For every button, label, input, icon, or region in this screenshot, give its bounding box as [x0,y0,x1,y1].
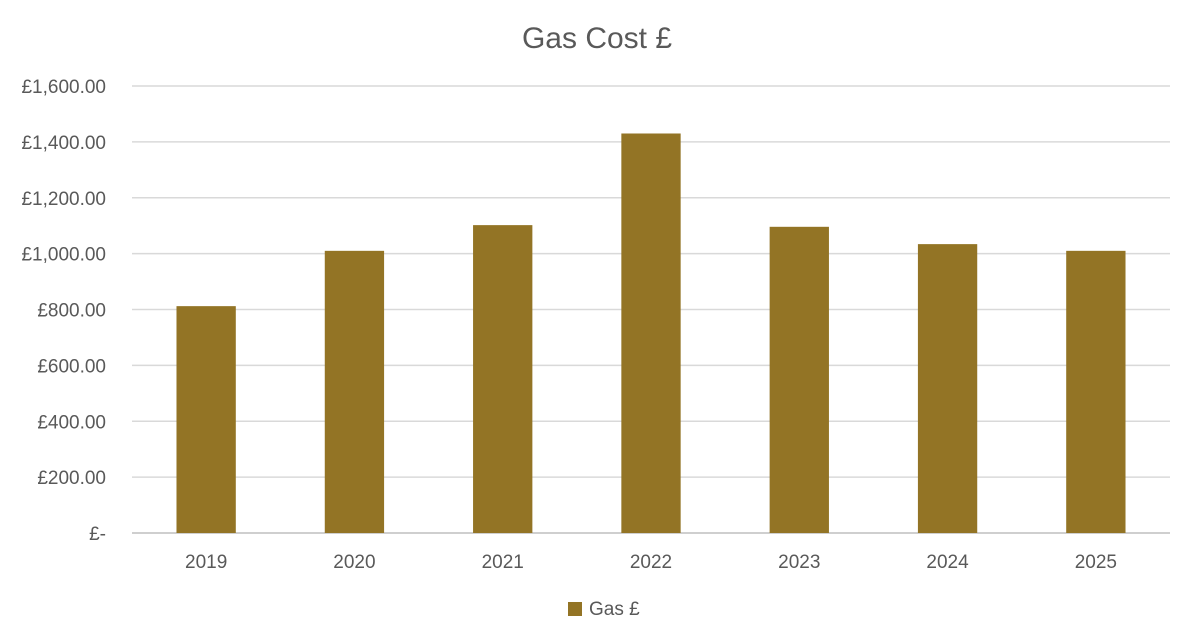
x-tick-label: 2023 [778,552,820,573]
chart-title: Gas Cost £ [522,22,672,55]
y-axis-ticks: £- £200.00 £400.00 £600.00 £800.00 £1,000.00 £… [21,77,106,545]
x-tick-label: 2020 [333,552,375,573]
x-tick-label: 2022 [630,552,672,573]
x-tick-label: 2021 [482,552,524,573]
y-tick-label: £- [89,524,106,545]
bar-2020 [324,250,385,534]
y-tick-label: £200.00 [37,468,106,489]
y-tick-label: £1,200.00 [21,189,106,210]
y-tick-label: £1,400.00 [21,133,106,154]
legend-swatch [568,602,582,616]
y-tick-label: £800.00 [37,301,106,322]
y-tick-label: £600.00 [37,356,106,377]
x-tick-label: 2019 [185,552,227,573]
legend-label: Gas £ [589,599,640,620]
x-tick-label: 2025 [1075,552,1117,573]
legend: Gas £ [568,599,640,620]
y-tick-label: £400.00 [37,412,106,433]
bar-2023 [769,226,829,533]
y-tick-label: £1,600.00 [21,77,106,98]
bar-2019 [176,306,236,533]
x-axis-ticks: 2019 2020 2021 2022 2023 2024 2025 [185,552,1117,573]
bar-2024 [917,244,978,533]
bar-2022 [621,133,681,533]
y-tick-label: £1,000.00 [21,245,106,266]
bar-2021 [473,225,533,533]
x-tick-label: 2024 [926,552,969,573]
bar-2025 [1066,250,1126,534]
bars [176,133,1126,534]
